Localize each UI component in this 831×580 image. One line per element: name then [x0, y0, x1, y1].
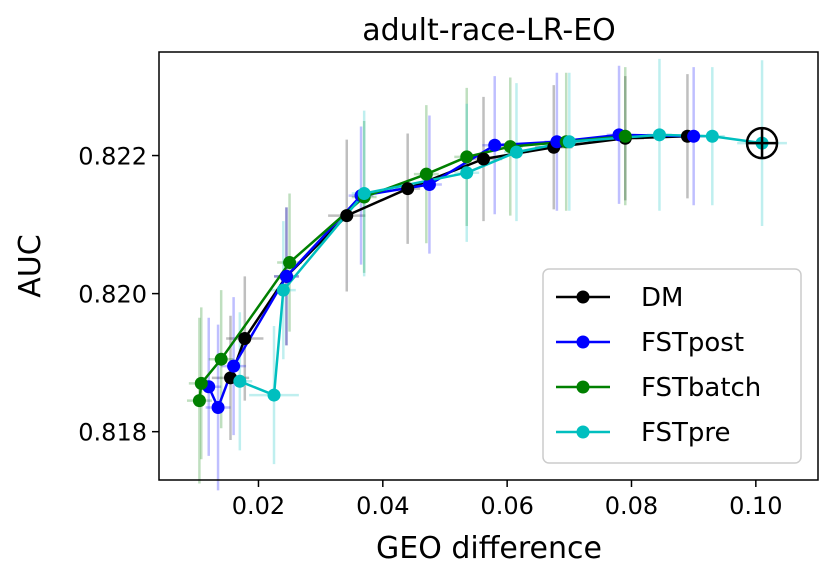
data-point-dm: [238, 331, 252, 345]
data-point-fstpre: [357, 187, 371, 201]
data-point-fstpre: [267, 388, 281, 402]
legend-label: FSTpost: [641, 328, 744, 358]
data-point-fstbatch: [214, 352, 228, 366]
data-point-fstpost: [488, 138, 502, 152]
data-point-fstpost: [550, 135, 564, 149]
y-axis-label: AUC: [13, 234, 48, 297]
legend-box: [542, 268, 802, 464]
legend-swatch-marker: [576, 290, 590, 304]
data-point-fstpre: [233, 374, 247, 388]
data-point-fstpost: [227, 359, 241, 373]
x-tick-label: 0.06: [480, 492, 533, 520]
x-axis-ticks: 0.02 0.04 0.06 0.08 0.10: [232, 480, 783, 520]
data-point-dm: [340, 209, 354, 223]
chart-title: adult-race-LR-EO: [362, 13, 616, 48]
x-tick-label: 0.02: [232, 492, 285, 520]
data-point-fstbatch: [618, 129, 632, 143]
x-tick-label: 0.04: [356, 492, 409, 520]
data-point-fstbatch: [192, 394, 206, 408]
data-point-fstpre: [509, 145, 523, 159]
data-point-fstpre: [276, 283, 290, 297]
x-tick-label: 0.10: [729, 492, 782, 520]
data-point-fstpre: [562, 135, 576, 149]
legend-swatch-marker: [576, 425, 590, 439]
data-point-fstpost: [422, 178, 436, 192]
legend: DM FSTpost FSTbatch FSTpre: [542, 268, 802, 464]
x-tick-label: 0.08: [605, 492, 658, 520]
x-axis-label: GEO difference: [376, 531, 602, 566]
data-point-dm: [401, 182, 415, 196]
series-line-fstpost: [207, 133, 694, 409]
data-point-fstpost: [211, 401, 225, 415]
data-point-fstbatch: [460, 150, 474, 164]
data-point-fstbatch: [419, 167, 433, 181]
legend-label: FSTpre: [641, 418, 731, 448]
data-point-fstpost: [687, 129, 701, 143]
data-point-fstpost: [279, 269, 293, 283]
data-point-fstpre: [705, 129, 719, 143]
legend-entries: DM FSTpost FSTbatch FSTpre: [556, 283, 761, 448]
legend-label: FSTbatch: [641, 373, 761, 403]
legend-swatch-marker: [576, 335, 590, 349]
y-tick-label: 0.818: [78, 419, 147, 447]
data-point-dm: [477, 152, 491, 166]
legend-label: DM: [641, 283, 683, 313]
data-point-fstpre: [652, 128, 666, 142]
y-tick-label: 0.820: [78, 281, 147, 309]
y-axis-ticks: 0.818 0.820 0.822: [78, 143, 159, 447]
data-point-fstbatch: [194, 376, 208, 390]
plot-frame: [158, 51, 819, 481]
series-lines: [198, 133, 763, 409]
annotations: [745, 126, 779, 160]
y-tick-label: 0.822: [78, 143, 147, 171]
series-line-fstbatch: [198, 134, 626, 401]
legend-swatch-marker: [576, 380, 590, 394]
data-point-fstpre: [460, 166, 474, 180]
data-point-fstbatch: [283, 256, 297, 270]
